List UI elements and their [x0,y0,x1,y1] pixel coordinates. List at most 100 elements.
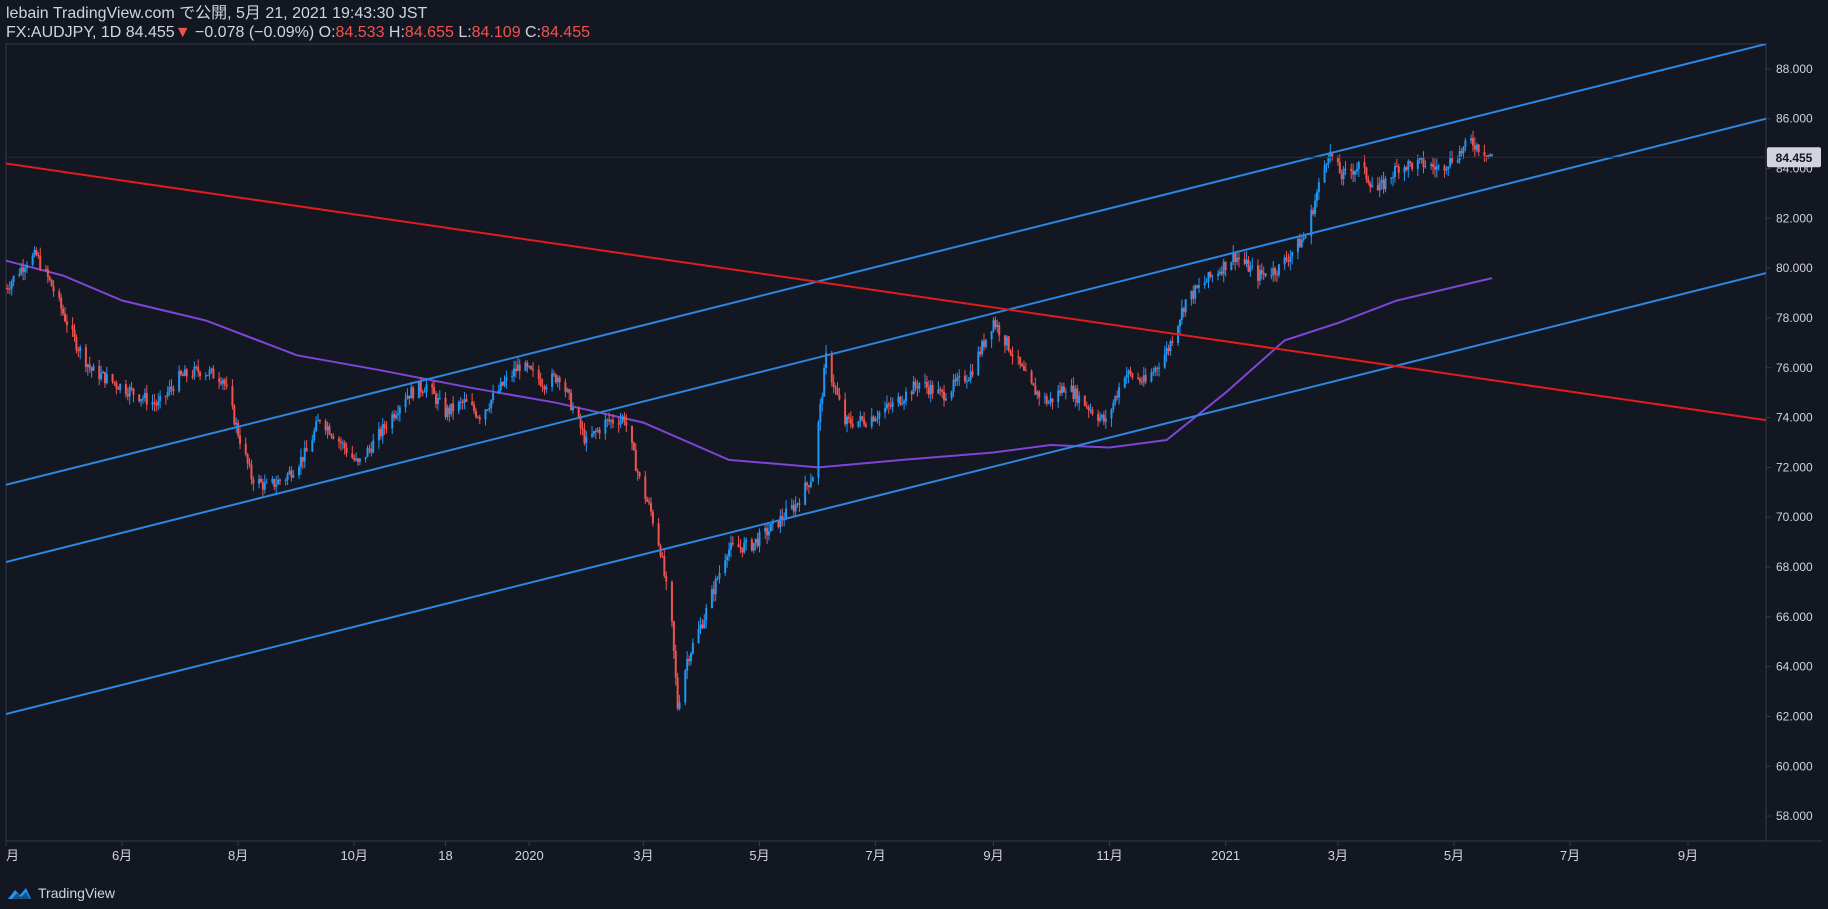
time-tick-label: 18 [438,848,452,863]
candle-up [958,375,961,378]
candle-up [1475,144,1478,150]
candle-down [1397,166,1400,173]
candle-down [781,516,784,520]
candle-down [58,291,61,298]
candle-up [206,375,209,377]
candle-down [301,456,304,462]
candle-down [1024,370,1027,372]
candle-down [63,313,66,322]
candle-down [218,378,221,382]
candle-up [1464,140,1467,147]
candle-down [113,381,116,383]
channel-middle-line [6,117,1766,564]
candle-down [132,388,135,395]
drawing-lines-layer[interactable] [6,44,1766,715]
time-axis[interactable]: 月 6月 8月 10月 18 2020 3月 5月 7月 9月 11月 2021 3月 5月 7月 9月 [5,841,1698,863]
candle-down [971,371,974,375]
candle-up [1184,299,1187,313]
high-value: 84.655 [404,24,454,41]
candle-up [1152,371,1155,373]
candle-up [128,387,131,397]
candle-up [937,389,940,394]
footer: TradingView [6,885,115,901]
candle-up [210,368,213,371]
candle-down [393,414,396,419]
candle-up [313,430,316,441]
candle-up [20,267,23,275]
candle-down [1451,156,1454,163]
candle-up [884,408,887,413]
candle-up [743,542,746,553]
candle-up [486,409,489,411]
candle-down [982,340,985,348]
candle-up [876,417,879,419]
candle-up [484,409,487,420]
candle-down [1156,367,1159,369]
candle-up [903,400,906,404]
candle-up [208,370,211,376]
candle-up [716,578,719,580]
candle-down [701,624,704,629]
candle-up [1064,391,1067,393]
candle-up [168,386,171,392]
candle-up [1416,159,1419,169]
price-tick-label: 82.000 [1776,211,1813,225]
candle-down [1102,414,1105,422]
candle-up [1251,265,1254,267]
candle-up [901,403,904,405]
candle-down [792,505,795,512]
candle-down [1034,385,1037,395]
candle-down [117,387,120,390]
candle-up [303,447,306,462]
candle-down [461,401,464,403]
candle-up [726,556,729,561]
candle-down [465,399,468,402]
candle-down [636,470,639,473]
candle-down [674,650,677,678]
candle-down [568,389,571,393]
candle-up [298,467,301,476]
candle-down [1352,171,1355,175]
candle-down [1192,290,1195,299]
price-tick-label: 66.000 [1776,610,1813,624]
candle-up [758,531,761,547]
candle-down [931,384,934,394]
publish-line: lebain TradingView.com で公開, 5月 21, 2021 … [6,5,428,22]
candle-down [35,250,38,256]
candle-down [1350,168,1353,172]
candle-up [604,419,607,434]
candle-up [1289,256,1292,262]
candle-up [596,429,599,432]
candle-down [1116,396,1119,398]
candle-up [897,396,900,403]
candle-up [457,402,460,412]
symbol-label[interactable]: FX:AUDJPY, 1D [6,24,122,41]
candle-down [1085,405,1088,407]
candle-down [1473,145,1476,150]
candle-up [1314,200,1317,215]
candle-up [1430,164,1433,167]
candle-down [318,420,321,422]
candle-down [807,485,810,487]
price-tick-label: 86.000 [1776,112,1813,126]
candle-up [1458,151,1461,161]
candle-down [1432,164,1435,167]
candle-up [524,362,527,371]
candle-down [225,384,228,387]
price-axis[interactable]: 88.00086.00084.00082.00080.00078.00076.0… [1766,62,1813,823]
candle-down [237,422,240,436]
candle-up [159,395,162,402]
candle-up [1325,163,1328,166]
candle-down [731,542,734,545]
candle-down [1336,157,1339,163]
candle-up [610,420,613,422]
candle-up [488,408,491,410]
candle-up [366,448,369,458]
candle-down [22,267,25,272]
candle-down [1264,273,1267,277]
candle-down [1017,356,1020,358]
candle-down [670,581,673,622]
candle-up [992,320,995,332]
candle-up [1323,165,1326,183]
